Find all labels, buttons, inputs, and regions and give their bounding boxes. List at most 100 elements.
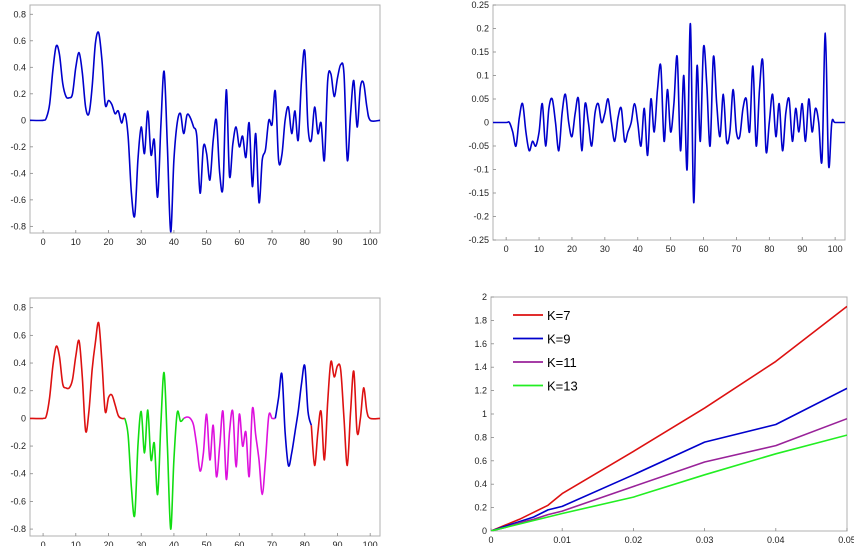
y-tick-label: -0.05 [468, 141, 489, 151]
x-tick-label: 40 [169, 540, 179, 546]
series-line-1 [30, 31, 380, 233]
x-tick-label: 0.03 [696, 535, 714, 545]
y-tick-label: -0.6 [10, 195, 26, 205]
y-tick-label: -0.4 [10, 469, 26, 479]
y-tick-label: -0.2 [10, 441, 26, 451]
x-tick-label: 50 [202, 237, 212, 247]
y-tick-label: 0.6 [13, 330, 26, 340]
x-tick-label: 0 [41, 237, 46, 247]
x-tick-label: 50 [666, 244, 676, 254]
y-tick-label: 1.4 [474, 362, 487, 372]
y-tick-label: 0 [484, 118, 489, 128]
x-tick-label: 30 [600, 244, 610, 254]
y-tick-label: 0.2 [13, 386, 26, 396]
y-tick-label: 0.6 [13, 36, 26, 46]
y-tick-label: -0.8 [10, 221, 26, 231]
y-tick-label: 1 [482, 409, 487, 419]
y-tick-label: 1.6 [474, 339, 487, 349]
x-tick-label: 0 [41, 540, 46, 546]
x-tick-label: 0.05 [838, 535, 854, 545]
x-tick-label: 10 [71, 237, 81, 247]
series-line-5 [310, 360, 380, 467]
chart-panel-3: 0 10 20 30 40 50 60 70 80 90 100 -0.8 -0.6 -0.4 -0.2 0 0… [10, 297, 381, 546]
x-tick-label: 100 [363, 237, 378, 247]
y-tick-label: 0.8 [474, 432, 487, 442]
series-line-4 [274, 364, 313, 467]
series-line-4 [491, 434, 847, 531]
legend-label: K=11 [547, 355, 577, 370]
x-tick-label: 70 [267, 540, 277, 546]
y-tick-label: 0 [21, 115, 26, 125]
x-tick-label: 0.04 [767, 535, 785, 545]
y-tick-label: 0 [21, 413, 26, 423]
y-tick-label: 0.4 [474, 479, 487, 489]
y-tick-label: 0.4 [13, 62, 26, 72]
y-tick-label: 0.1 [476, 71, 489, 81]
x-tick-label: 70 [267, 237, 277, 247]
y-tick-label: 0.2 [476, 24, 489, 34]
y-tick-label: 0.05 [471, 94, 489, 104]
x-tick-label: 70 [731, 244, 741, 254]
legend-label: K=7 [547, 308, 571, 323]
x-tick-label: 30 [136, 237, 146, 247]
x-tick-label: 40 [633, 244, 643, 254]
y-tick-label: -0.15 [468, 188, 489, 198]
x-tick-label: 40 [169, 237, 179, 247]
x-tick-label: 80 [764, 244, 774, 254]
y-tick-label: 0 [482, 526, 487, 536]
y-tick-label: 0.4 [13, 358, 26, 368]
x-tick-label: 90 [797, 244, 807, 254]
chart-panel-4: 0 0.01 0.02 0.03 0.04 0.05 0 0.2 0.4 0.6 0.8 1 1.2 1.… [474, 292, 854, 545]
y-tick-label: 2 [482, 292, 487, 302]
y-tick-label: -0.1 [473, 165, 489, 175]
y-tick-label: 1.8 [474, 315, 487, 325]
x-tick-label: 60 [234, 237, 244, 247]
x-tick-label: 60 [699, 244, 709, 254]
x-tick-label: 0 [488, 535, 493, 545]
x-tick-label: 80 [300, 237, 310, 247]
x-tick-label: 10 [534, 244, 544, 254]
chart-panel-1: 0 10 20 30 40 50 60 70 80 90 100 -0.8 -0.6 -0.4 -0.2 0 0… [10, 4, 381, 247]
x-tick-label: 90 [332, 237, 342, 247]
series-line-3 [183, 406, 276, 496]
x-tick-label: 10 [71, 540, 81, 546]
y-tick-label: 0.15 [471, 47, 489, 57]
y-tick-label: -0.25 [468, 235, 489, 245]
y-tick-label: -0.6 [10, 496, 26, 506]
axes-frame [29, 4, 381, 234]
series-line-1 [491, 305, 847, 531]
x-tick-label: 50 [202, 540, 212, 546]
x-tick-label: 30 [136, 540, 146, 546]
chart-panel-2: 0 10 20 30 40 50 60 70 80 90 100 -0.25 -0.2 -0.15 -0.1… [468, 0, 846, 254]
x-tick-label: 0.02 [625, 535, 643, 545]
y-tick-label: -0.2 [473, 212, 489, 222]
x-tick-label: 20 [103, 237, 113, 247]
x-tick-label: 60 [234, 540, 244, 546]
y-tick-label: 0.2 [474, 503, 487, 513]
x-tick-label: 100 [828, 244, 843, 254]
series-line-2 [491, 387, 847, 531]
series-line-1 [493, 22, 845, 204]
y-tick-label: 0.6 [474, 456, 487, 466]
y-tick-label: 0.8 [13, 9, 26, 19]
x-tick-label: 100 [363, 540, 378, 546]
x-tick-label: 20 [567, 244, 577, 254]
y-tick-label: 1.2 [474, 386, 487, 396]
legend-label: K=13 [547, 379, 578, 394]
series-line-1 [30, 321, 125, 433]
axes-frame [490, 296, 848, 532]
y-tick-label: -0.8 [10, 524, 26, 534]
y-tick-label: 0.8 [13, 303, 26, 313]
x-tick-label: 20 [103, 540, 113, 546]
series-line-2 [124, 371, 185, 530]
y-tick-label: 0.25 [471, 0, 489, 10]
x-tick-label: 80 [300, 540, 310, 546]
x-tick-label: 0.01 [553, 535, 571, 545]
y-tick-label: 0.2 [13, 89, 26, 99]
x-tick-label: 90 [332, 540, 342, 546]
y-tick-label: -0.2 [10, 142, 26, 152]
y-tick-label: -0.4 [10, 168, 26, 178]
legend-label: K=9 [547, 332, 571, 347]
x-tick-label: 0 [504, 244, 509, 254]
